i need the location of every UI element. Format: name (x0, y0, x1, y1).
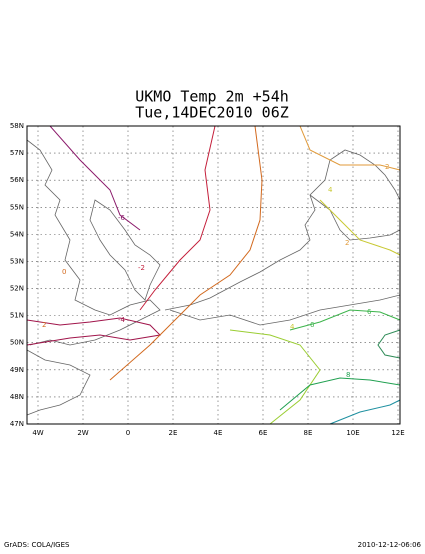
lon-label: 10E (346, 429, 359, 437)
lat-label: 55N (10, 203, 24, 211)
contour-label: 6 (367, 308, 372, 316)
grid (27, 126, 400, 424)
lon-label: 2W (77, 429, 88, 437)
lat-label: 54N (10, 230, 24, 238)
lon-label: 6E (259, 429, 268, 437)
contour-label: 2 (385, 163, 389, 171)
contour-label: 2 (42, 321, 46, 329)
contour-label: 2 (345, 239, 349, 247)
lon-label: 4E (214, 429, 223, 437)
contour-label: 4 (328, 186, 333, 194)
contour-label: 4 (290, 323, 295, 331)
title-line-2: Tue,14DEC2010 06Z (135, 104, 289, 122)
title-line-1: UKMO Temp 2m +54h (135, 88, 289, 106)
lat-label: 56N (10, 176, 24, 184)
contour-labels: 2 4 2 -2 0 6 6 8 -4 -6 2 4 (42, 163, 389, 379)
contour-label: -2 (138, 264, 145, 272)
lon-label: 12E (391, 429, 404, 437)
lon-label: 4W (32, 429, 43, 437)
footer-right: 2010-12-12-06:06 (358, 541, 422, 549)
lon-label: 8E (304, 429, 313, 437)
contour-label: 8 (346, 371, 350, 379)
lat-label: 57N (10, 149, 24, 157)
contour-label: -4 (118, 316, 126, 324)
lat-label: 51N (10, 312, 24, 320)
contour-label: 6 (310, 321, 315, 329)
contour-label: 0 (62, 268, 66, 276)
lat-label: 58N (10, 122, 24, 130)
lat-label: 53N (10, 257, 24, 265)
lat-label: 49N (10, 366, 24, 374)
footer-left: GrADS: COLA/IGES (4, 541, 70, 549)
lat-label: 47N (10, 420, 24, 428)
lat-label: 52N (10, 285, 24, 293)
contours (26, 125, 401, 425)
map-frame (26, 125, 401, 425)
contour-label: -6 (118, 214, 126, 222)
lon-label: 2E (169, 429, 178, 437)
lat-label: 50N (10, 339, 24, 347)
lon-label: 0 (126, 429, 130, 437)
lat-label: 48N (10, 393, 24, 401)
